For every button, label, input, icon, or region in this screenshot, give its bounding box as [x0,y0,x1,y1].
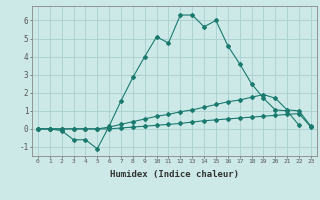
X-axis label: Humidex (Indice chaleur): Humidex (Indice chaleur) [110,170,239,179]
